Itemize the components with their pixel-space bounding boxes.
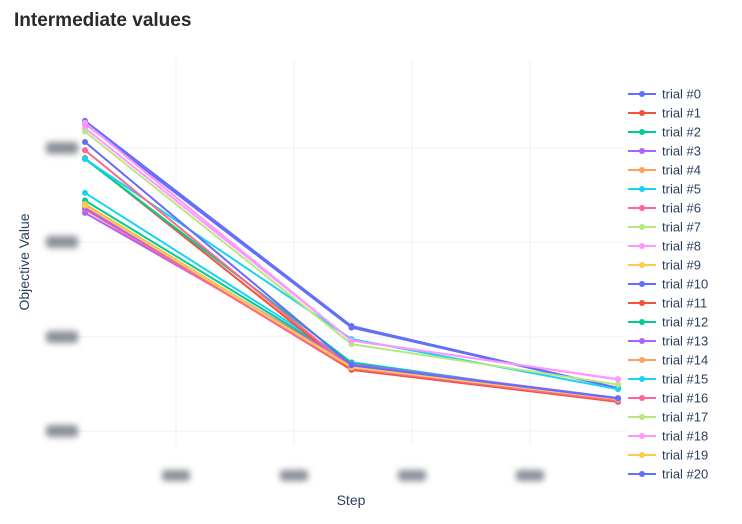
data-point bbox=[82, 202, 88, 209]
legend-label: trial #5 bbox=[662, 182, 701, 197]
legend-swatch-marker bbox=[639, 414, 645, 420]
legend-item[interactable]: trial #20 bbox=[628, 467, 708, 482]
legend-item[interactable]: trial #8 bbox=[628, 239, 701, 254]
data-point bbox=[348, 323, 355, 330]
legend-swatch-marker bbox=[639, 319, 645, 325]
legend-label: trial #19 bbox=[662, 448, 708, 463]
legend-swatch-marker bbox=[639, 167, 645, 173]
y-tick-label-obscured bbox=[46, 425, 78, 437]
legend-label: trial #0 bbox=[662, 87, 701, 102]
legend-label: trial #3 bbox=[662, 144, 701, 159]
legend-swatch-marker bbox=[639, 110, 645, 116]
legend-swatch-marker bbox=[639, 357, 645, 363]
legend-swatch-marker bbox=[639, 224, 645, 230]
series-line bbox=[84, 158, 619, 391]
grid-layer bbox=[75, 60, 626, 445]
legend-label: trial #18 bbox=[662, 429, 708, 444]
x-tick-label-obscured bbox=[280, 470, 308, 481]
series-trial-20 bbox=[82, 139, 621, 402]
y-axis-title: Objective Value bbox=[16, 213, 32, 310]
legend-item[interactable]: trial #3 bbox=[628, 144, 701, 159]
legend-swatch-marker bbox=[639, 243, 645, 249]
legend-item[interactable]: trial #4 bbox=[628, 163, 701, 178]
series-trial-18 bbox=[82, 119, 621, 383]
legend-swatch-marker bbox=[639, 186, 645, 192]
data-point bbox=[82, 155, 88, 162]
legend-label: trial #9 bbox=[662, 258, 701, 273]
x-tick-label-obscured bbox=[398, 470, 426, 481]
legend-label: trial #1 bbox=[662, 106, 701, 121]
series-layer bbox=[82, 117, 621, 405]
legend-label: trial #8 bbox=[662, 239, 701, 254]
legend-item[interactable]: trial #15 bbox=[628, 372, 708, 387]
legend-swatch-marker bbox=[639, 148, 645, 154]
obscured-tick-labels bbox=[46, 142, 544, 481]
legend-item[interactable]: trial #6 bbox=[628, 201, 701, 216]
data-point bbox=[615, 395, 621, 402]
legend-item[interactable]: trial #13 bbox=[628, 334, 708, 349]
data-point bbox=[615, 376, 621, 383]
legend-swatch-marker bbox=[639, 433, 645, 439]
legend-label: trial #14 bbox=[662, 353, 708, 368]
legend-label: trial #2 bbox=[662, 125, 701, 140]
x-tick-label-obscured bbox=[516, 470, 544, 481]
legend-swatch-marker bbox=[639, 452, 645, 458]
y-tick-label-obscured bbox=[46, 331, 78, 343]
legend-label: trial #7 bbox=[662, 220, 701, 235]
x-tick-label-obscured bbox=[162, 470, 190, 481]
legend-item[interactable]: trial #9 bbox=[628, 258, 701, 273]
legend-swatch-marker bbox=[639, 338, 645, 344]
data-point bbox=[82, 189, 88, 196]
legend-label: trial #13 bbox=[662, 334, 708, 349]
legend-item[interactable]: trial #2 bbox=[628, 125, 701, 140]
legend-swatch-marker bbox=[639, 281, 645, 287]
legend-item[interactable]: trial #11 bbox=[628, 296, 707, 311]
x-axis-title: Step bbox=[337, 492, 366, 508]
legend-label: trial #12 bbox=[662, 315, 708, 330]
legend-swatch-marker bbox=[639, 300, 645, 306]
legend-swatch-marker bbox=[639, 471, 645, 477]
legend-item[interactable]: trial #5 bbox=[628, 182, 701, 197]
legend-item[interactable]: trial #12 bbox=[628, 315, 708, 330]
y-tick-label-obscured bbox=[46, 142, 78, 154]
legend-label: trial #20 bbox=[662, 467, 708, 482]
legend-item[interactable]: trial #19 bbox=[628, 448, 708, 463]
data-point bbox=[615, 386, 621, 393]
legend-label: trial #6 bbox=[662, 201, 701, 216]
data-point bbox=[82, 119, 88, 126]
data-point bbox=[82, 128, 88, 135]
legend-swatch-marker bbox=[639, 376, 645, 382]
legend-label: trial #4 bbox=[662, 163, 701, 178]
legend-swatch-marker bbox=[639, 91, 645, 97]
legend-item[interactable]: trial #0 bbox=[628, 87, 701, 102]
legend-label: trial #16 bbox=[662, 391, 708, 406]
legend-item[interactable]: trial #17 bbox=[628, 410, 708, 425]
legend-item[interactable]: trial #7 bbox=[628, 220, 701, 235]
legend-swatch-marker bbox=[639, 129, 645, 135]
legend-label: trial #15 bbox=[662, 372, 708, 387]
data-point bbox=[82, 139, 88, 146]
chart-title: Intermediate values bbox=[14, 10, 192, 31]
data-point bbox=[615, 381, 621, 388]
y-tick-label-obscured bbox=[46, 236, 78, 248]
data-point bbox=[82, 147, 88, 154]
data-point bbox=[348, 362, 355, 369]
legend: trial #0 trial #1 trial #2 trial #3 trial #4… bbox=[628, 87, 708, 482]
legend-swatch-marker bbox=[639, 262, 645, 268]
legend-item[interactable]: trial #18 bbox=[628, 429, 708, 444]
legend-swatch-marker bbox=[639, 205, 645, 211]
legend-item[interactable]: trial #14 bbox=[628, 353, 708, 368]
data-point bbox=[348, 337, 355, 344]
legend-label: trial #11 bbox=[662, 296, 707, 311]
legend-label: trial #10 bbox=[662, 277, 708, 292]
legend-item[interactable]: trial #1 bbox=[628, 106, 701, 121]
legend-swatch-marker bbox=[639, 395, 645, 401]
legend-item[interactable]: trial #10 bbox=[628, 277, 708, 292]
legend-label: trial #17 bbox=[662, 410, 708, 425]
legend-item[interactable]: trial #16 bbox=[628, 391, 708, 406]
